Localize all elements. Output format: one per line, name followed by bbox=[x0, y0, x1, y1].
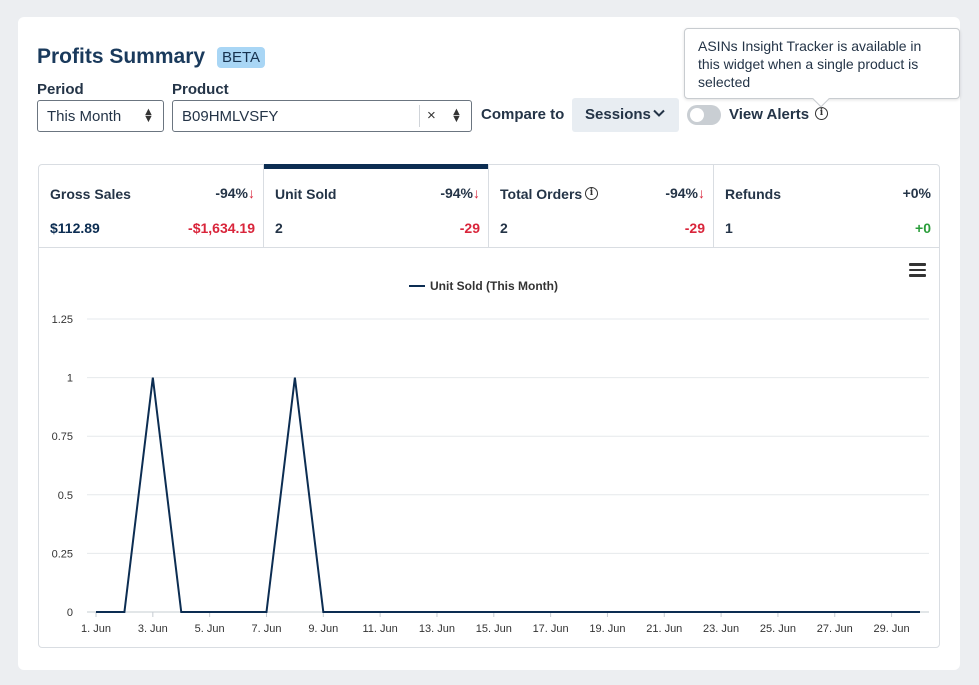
metric-label: Total Orders bbox=[500, 186, 583, 202]
x-tick-label: 11. Jun bbox=[362, 623, 397, 635]
metric-gross-sales[interactable]: Gross Sales -94%↓ $112.89 -$1,634.19 bbox=[39, 165, 264, 248]
period-select[interactable]: This Month ▲ ▼ bbox=[37, 100, 164, 132]
metric-label: Refunds bbox=[725, 186, 781, 202]
info-icon[interactable]: i bbox=[815, 107, 828, 120]
x-tick-label: 3. Jun bbox=[138, 623, 168, 635]
metric-diff: -29 bbox=[684, 220, 705, 236]
divider bbox=[419, 105, 420, 127]
view-alerts-label: View Alerts bbox=[729, 106, 810, 123]
x-tick-label: 1. Jun bbox=[81, 623, 111, 635]
tooltip: ASINs Insight Tracker is available in th… bbox=[684, 28, 960, 108]
compare-select[interactable]: Sessions bbox=[572, 98, 679, 132]
toggle-knob bbox=[690, 108, 704, 122]
compare-value: Sessions bbox=[585, 106, 651, 123]
product-label: Product bbox=[172, 81, 229, 98]
arrow-down-icon: ↓ bbox=[698, 185, 705, 201]
product-value: B09HMLVSFY bbox=[182, 108, 279, 125]
unit-sold-chart: 0 0.25 0.5 0.75 1 1.25 1. Jun 3. Jun 5. Jun 7. Ju… bbox=[52, 279, 929, 635]
metric-diff: +0 bbox=[915, 220, 931, 236]
tooltip-text: ASINs Insight Tracker is available in th… bbox=[698, 38, 922, 90]
period-label: Period bbox=[37, 81, 84, 98]
legend-label: Unit Sold (This Month) bbox=[430, 279, 558, 293]
series-line-unit-sold bbox=[96, 377, 920, 613]
x-tick-label: 27. Jun bbox=[817, 623, 853, 635]
metric-value: 2 bbox=[500, 220, 508, 236]
product-select[interactable]: B09HMLVSFY × ▲ ▼ bbox=[172, 100, 472, 132]
metric-total-orders[interactable]: Total Orders i -94%↓ 2 -29 bbox=[489, 165, 714, 248]
metric-change-pct: -94%↓ bbox=[440, 185, 480, 201]
x-tick-label: 17. Jun bbox=[533, 623, 569, 635]
info-icon[interactable]: i bbox=[585, 187, 598, 200]
x-tick-label: 13. Jun bbox=[419, 623, 455, 635]
y-tick-label: 1.25 bbox=[52, 314, 73, 326]
x-tick-label: 9. Jun bbox=[308, 623, 338, 635]
metric-value: $112.89 bbox=[50, 220, 100, 236]
arrow-down-icon: ↓ bbox=[473, 185, 480, 201]
x-tick-label: 15. Jun bbox=[476, 623, 512, 635]
x-tick-label: 25. Jun bbox=[760, 623, 796, 635]
metric-diff: -29 bbox=[459, 220, 480, 236]
chevron-down-icon bbox=[653, 109, 665, 117]
x-tick-label: 21. Jun bbox=[646, 623, 682, 635]
metric-label: Unit Sold bbox=[275, 186, 337, 202]
compare-to-label: Compare to bbox=[481, 106, 565, 123]
y-tick-label: 0.5 bbox=[58, 490, 73, 502]
chart-panel: Gross Sales -94%↓ $112.89 -$1,634.19 Uni… bbox=[38, 164, 940, 648]
period-value: This Month bbox=[47, 108, 122, 125]
view-alerts-toggle[interactable] bbox=[687, 105, 721, 125]
y-tick-label: 1 bbox=[67, 373, 73, 385]
metric-diff: -$1,634.19 bbox=[188, 220, 255, 236]
metric-change-pct: -94%↓ bbox=[215, 185, 255, 201]
metric-change-pct: +0% bbox=[902, 185, 931, 201]
beta-badge: BETA bbox=[217, 47, 266, 68]
page-title: Profits Summary bbox=[37, 45, 206, 68]
hamburger-menu-icon[interactable] bbox=[909, 263, 926, 277]
y-tick-label: 0 bbox=[67, 607, 73, 619]
x-tick-label: 19. Jun bbox=[589, 623, 625, 635]
updown-caret-icon: ▲ ▼ bbox=[143, 106, 154, 125]
metric-value: 1 bbox=[725, 220, 733, 236]
clear-icon[interactable]: × bbox=[427, 107, 436, 124]
metric-value: 2 bbox=[275, 220, 283, 236]
metric-unit-sold[interactable]: Unit Sold -94%↓ 2 -29 bbox=[264, 164, 489, 248]
x-tick-label: 5. Jun bbox=[195, 623, 225, 635]
metric-label: Gross Sales bbox=[50, 186, 131, 202]
metric-change-pct: -94%↓ bbox=[665, 185, 705, 201]
arrow-down-icon: ↓ bbox=[248, 185, 255, 201]
y-tick-label: 0.25 bbox=[52, 548, 73, 560]
updown-caret-icon: ▲ ▼ bbox=[451, 106, 462, 125]
x-tick-label: 23. Jun bbox=[703, 623, 739, 635]
y-tick-label: 0.75 bbox=[52, 431, 73, 443]
x-tick-label: 29. Jun bbox=[874, 623, 910, 635]
x-tick-label: 7. Jun bbox=[251, 623, 281, 635]
metric-refunds[interactable]: Refunds +0% 1 +0 bbox=[714, 165, 939, 248]
